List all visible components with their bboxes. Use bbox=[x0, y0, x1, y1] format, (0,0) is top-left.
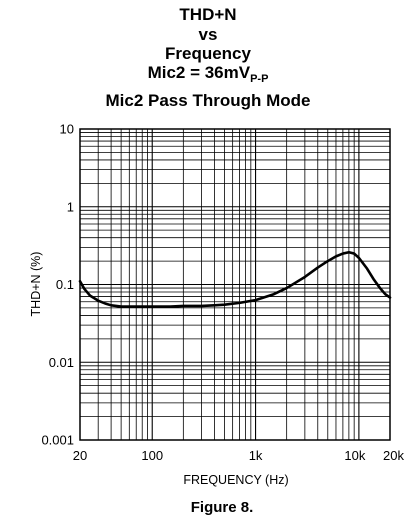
x-tick-label: 1k bbox=[249, 448, 263, 463]
plot-frame bbox=[79, 128, 391, 441]
y-tick-label: 1 bbox=[67, 199, 74, 214]
y-tick-label: 0.01 bbox=[49, 355, 74, 370]
x-tick-label: 100 bbox=[141, 448, 163, 463]
figure-caption: Figure 8. bbox=[191, 499, 254, 516]
title-line-2: vs bbox=[199, 25, 218, 44]
title-mic-value: Mic2 = 36mV bbox=[148, 63, 251, 82]
y-tick-label: 10 bbox=[60, 122, 74, 137]
x-tick-labels: 20 100 1k 10k 20k bbox=[73, 448, 405, 463]
title-line-4: Mic2 = 36mVP-P bbox=[148, 63, 269, 85]
x-tick-label: 20k bbox=[383, 448, 404, 463]
thdn-series-line bbox=[78, 250, 392, 308]
x-tick-label: 10k bbox=[344, 448, 365, 463]
y-axis-label: THD+N (%) bbox=[29, 252, 43, 317]
title-line-5: Mic2 Pass Through Mode bbox=[106, 91, 311, 110]
y-tick-label: 0.001 bbox=[41, 433, 74, 448]
y-tick-labels: 10 1 0.1 0.01 0.001 bbox=[41, 122, 74, 448]
chart-title: THD+N vs Frequency Mic2 = 36mVP-P Mic2 P… bbox=[106, 5, 311, 110]
title-line-1: THD+N bbox=[179, 5, 236, 24]
title-line-3: Frequency bbox=[165, 44, 252, 63]
title-mic-subscript: P-P bbox=[250, 73, 268, 85]
grid-lines bbox=[80, 129, 390, 440]
x-axis-label: FREQUENCY (Hz) bbox=[183, 473, 288, 487]
y-tick-label: 0.1 bbox=[56, 277, 74, 292]
x-tick-label: 20 bbox=[73, 448, 87, 463]
